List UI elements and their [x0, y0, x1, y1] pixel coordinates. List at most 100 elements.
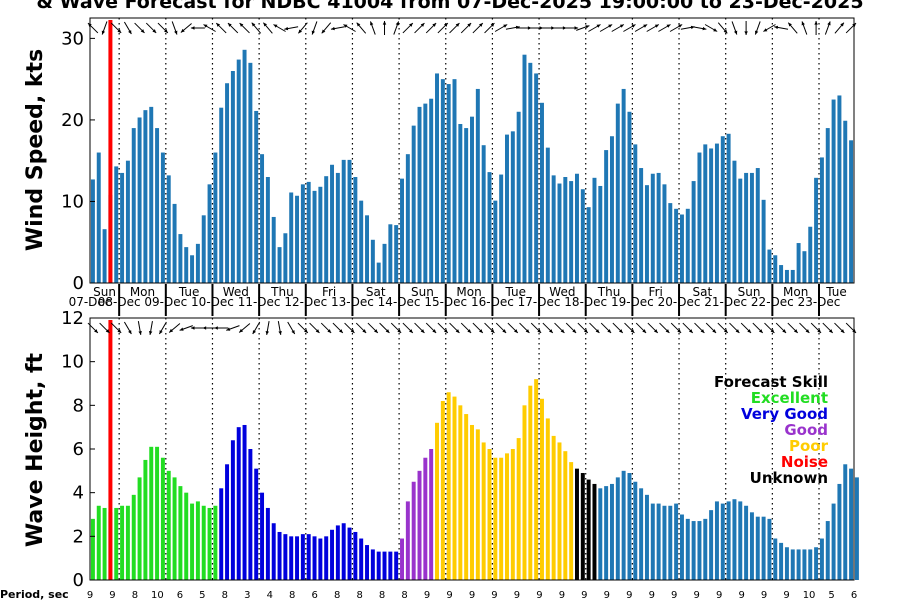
wave-bar: [615, 477, 620, 580]
wind-bar: [749, 172, 754, 283]
direction-arrow: [530, 322, 542, 334]
period-value: 4: [267, 590, 273, 600]
wave-bar: [796, 549, 801, 580]
wave-bar: [528, 385, 533, 580]
wind-bar: [411, 125, 416, 283]
direction-arrow: [717, 22, 728, 34]
period-value: 9: [694, 590, 700, 600]
wind-bar: [569, 181, 574, 283]
wind-bar: [160, 152, 165, 283]
direction-arrow: [332, 322, 344, 334]
wave-bar: [709, 510, 714, 580]
direction-arrow: [834, 322, 845, 334]
wind-bar: [545, 147, 550, 283]
wind-bar: [709, 148, 714, 283]
wave-bar: [545, 418, 550, 580]
direction-arrow: [239, 22, 250, 34]
wind-bar: [574, 173, 579, 283]
direction-arrow: [763, 24, 776, 32]
wind-bar: [166, 175, 171, 283]
period-value: 9: [761, 590, 767, 600]
period-label: Period, sec: [0, 588, 69, 600]
wind-bar: [271, 216, 276, 283]
wind-ylabel: Wind Speed, kts: [23, 49, 48, 251]
wave-bar: [563, 451, 568, 580]
wind-bar: [388, 224, 393, 283]
wave-bars: [90, 320, 859, 580]
direction-arrow: [215, 22, 227, 34]
day-of-week-label: Sat: [366, 285, 386, 299]
direction-arrow: [437, 22, 449, 34]
wave-bar: [849, 468, 854, 580]
wind-bar: [353, 177, 358, 283]
direction-arrow: [680, 25, 695, 30]
wind-bar: [359, 200, 364, 283]
wave-bar: [376, 551, 381, 580]
period-value: 9: [626, 590, 632, 600]
wind-bar: [615, 103, 620, 283]
wind-bar: [633, 144, 638, 283]
period-values: 9 9 8 10 6 5 8 3 4 8 6 8 8 8 8 9 9 9 9 9 9 9 9 9 9 9 9 9 9 9 9 9 10 5 6: [87, 590, 857, 600]
direction-arrow: [576, 25, 590, 31]
wind-bar: [306, 181, 311, 283]
wave-bar: [703, 518, 708, 580]
direction-arrow: [157, 22, 169, 34]
period-value: 8: [222, 590, 228, 600]
direction-arrow: [367, 322, 379, 334]
wave-bar: [510, 449, 515, 580]
wind-bar: [837, 95, 842, 283]
wind-bar: [440, 79, 445, 284]
wind-bar: [400, 178, 404, 283]
wind-bar: [312, 190, 317, 283]
direction-arrow: [179, 325, 193, 331]
direction-arrow: [472, 322, 484, 334]
wave-bar: [656, 503, 661, 580]
wind-bar: [149, 106, 154, 283]
direction-arrow: [774, 25, 789, 30]
wind-bar: [732, 160, 737, 283]
wind-bar: [499, 174, 504, 283]
direction-arrow: [344, 322, 355, 334]
wave-bar: [382, 551, 387, 580]
direction-arrow: [321, 22, 332, 34]
direction-arrow: [692, 26, 707, 31]
wave-bar: [260, 492, 265, 580]
wave-bar: [143, 459, 148, 580]
wave-bar: [201, 505, 206, 580]
wind-bar: [796, 243, 801, 283]
direction-arrow: [565, 322, 577, 334]
direction-arrow: [752, 322, 764, 334]
wind-bar: [248, 62, 253, 283]
wave-bar: [388, 551, 393, 580]
wind-bar: [528, 62, 533, 283]
wave-bar: [475, 429, 480, 580]
wind-bar: [201, 215, 206, 283]
direction-arrow: [449, 22, 460, 34]
wave-bar: [335, 525, 340, 580]
direction-arrow: [320, 322, 332, 334]
wave-bar: [668, 505, 673, 580]
direction-arrow: [810, 322, 822, 334]
direction-arrow: [297, 322, 309, 334]
wave-bar: [306, 534, 311, 580]
wave-bar: [802, 549, 807, 580]
period-value: 9: [109, 590, 115, 600]
wave-bar: [557, 442, 562, 580]
direction-arrow: [589, 322, 600, 334]
wind-bar: [621, 88, 626, 283]
wind-bar: [277, 247, 282, 283]
wave-y-tick-label: 12: [61, 308, 84, 329]
wind-bar: [207, 184, 212, 283]
direction-arrow: [787, 322, 799, 334]
day-of-week-label: Tue: [825, 285, 847, 299]
direction-arrow: [764, 322, 775, 334]
period-value: 9: [559, 590, 565, 600]
direction-arrow: [588, 24, 601, 32]
direction-arrow: [647, 322, 659, 334]
wave-bar: [621, 470, 626, 580]
direction-arrow: [682, 322, 694, 334]
wind-bar: [341, 159, 346, 283]
day-of-week-label: Sun: [93, 285, 116, 299]
wave-bar: [318, 538, 323, 580]
direction-arrow: [437, 322, 449, 334]
